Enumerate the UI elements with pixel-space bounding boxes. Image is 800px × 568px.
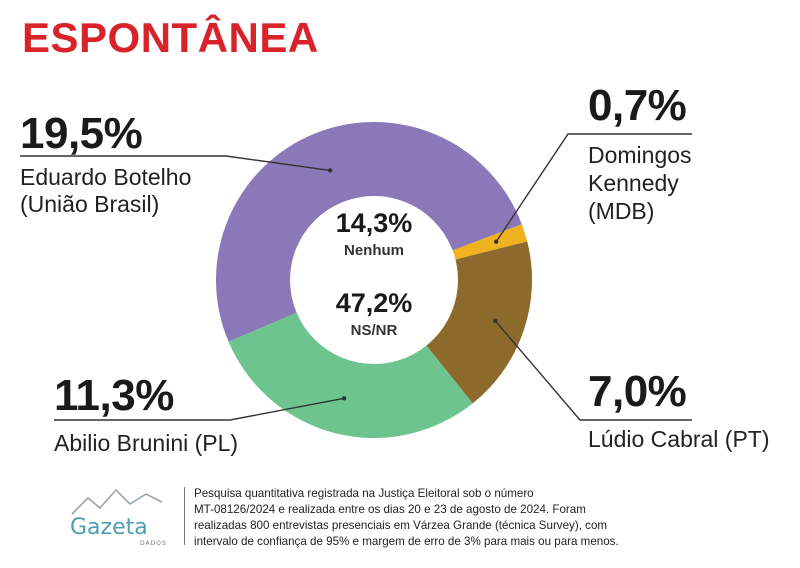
footer-note-line: intervalo de confiança de 95% e margem d… xyxy=(194,535,619,548)
slice-label-name-0-line-1: (União Brasil) xyxy=(20,191,160,217)
logo-text: Gazeta xyxy=(70,515,148,540)
leader-line-0 xyxy=(20,155,331,172)
footer-note-line: Pesquisa quantitativa registrada na Just… xyxy=(194,487,534,500)
slice-label-pct-0: 19,5% xyxy=(20,109,143,158)
slice-label-name-1-line-0: Domingos xyxy=(588,142,692,168)
footer-note: Pesquisa quantitativa registrada na Just… xyxy=(194,486,714,550)
leader-line-3 xyxy=(54,397,345,421)
chart-title: ESPONTÂNEA xyxy=(22,14,319,61)
slice-label-name-1-line-1: Kennedy xyxy=(588,170,679,196)
leader-line-1 xyxy=(495,133,692,243)
center-label-1: NS/NR xyxy=(350,322,398,339)
leader-line-2 xyxy=(494,320,692,421)
center-label-0: Nenhum xyxy=(344,242,404,259)
slice-label-pct-3: 11,3% xyxy=(54,371,174,420)
slice-label-pct-2: 7,0% xyxy=(588,367,687,416)
slice-label-name-1-line-2: (MDB) xyxy=(588,198,655,224)
center-pct-1: 47,2% xyxy=(335,288,413,318)
slice-label-name-3-line-0: Abilio Brunini (PL) xyxy=(54,430,239,456)
slice-label-pct-1: 0,7% xyxy=(588,81,687,130)
logo-subtext: DADOS xyxy=(140,540,167,547)
slice-label-name-2-line-0: Lúdio Cabral (PT) xyxy=(588,426,770,452)
donut-hole xyxy=(290,196,458,364)
slice-label-name-0-line-0: Eduardo Botelho xyxy=(20,164,192,190)
gazeta-logo: Gazeta DADOS xyxy=(66,488,176,548)
leader-dot-3 xyxy=(341,396,347,401)
footer-note-line: realizadas 800 entrevistas presenciais e… xyxy=(194,519,608,532)
footer-divider xyxy=(184,487,185,545)
footer-note-line: MT-08126/2024 e realizada entre os dias … xyxy=(194,503,586,516)
center-pct-0: 14,3% xyxy=(335,208,413,238)
